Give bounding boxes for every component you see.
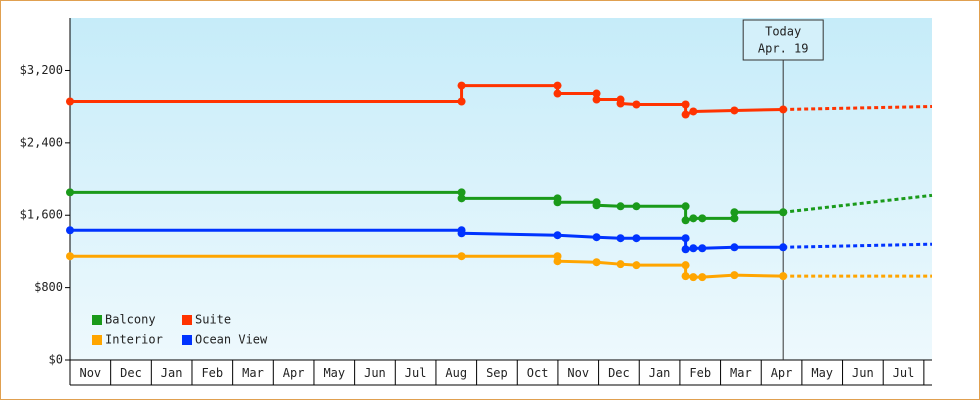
x-tick-label: Dec	[120, 366, 142, 380]
series-line	[70, 190, 784, 223]
series-point	[616, 99, 625, 108]
y-tick-label: $800	[34, 280, 63, 294]
x-tick-label: Jun	[852, 366, 874, 380]
series-point	[681, 100, 690, 109]
series-point	[553, 89, 562, 98]
x-tick-label: Mar	[730, 366, 752, 380]
today-box	[742, 19, 824, 61]
series-point	[457, 188, 466, 197]
plot-area	[70, 18, 932, 360]
series-point	[698, 244, 707, 253]
series-point	[779, 272, 788, 281]
series-point	[689, 214, 698, 223]
x-tick-label: May	[323, 366, 345, 380]
series-point	[689, 244, 698, 253]
series-point	[66, 188, 74, 197]
series-point	[681, 110, 690, 119]
x-tick-label: Jul	[405, 366, 427, 380]
series-point	[681, 272, 690, 281]
series-point	[730, 208, 739, 217]
legend-swatch	[92, 315, 102, 325]
x-tick-label: Sep	[486, 366, 508, 380]
series-point	[681, 234, 690, 243]
x-tick-label: Apr	[283, 366, 305, 380]
y-tick-label: $1,600	[20, 208, 63, 222]
x-tick-label: Nov	[79, 366, 101, 380]
series-point	[592, 201, 601, 210]
series-point	[689, 107, 698, 116]
series-point	[698, 273, 707, 282]
projection-line	[783, 193, 933, 214]
x-tick-label: Mar	[242, 366, 264, 380]
x-tick-label: May	[811, 366, 833, 380]
series-point	[779, 243, 788, 252]
series-point	[457, 194, 466, 203]
series-point	[730, 106, 739, 115]
x-tick-label: Feb	[201, 366, 223, 380]
legend-swatch	[92, 335, 102, 345]
legend-label: Ocean View	[195, 333, 268, 347]
series-point	[66, 97, 74, 106]
series-point	[616, 234, 625, 243]
series-point	[632, 100, 641, 109]
today-label: Apr. 19	[758, 42, 809, 56]
series-point	[592, 89, 601, 98]
projection-line	[783, 104, 933, 111]
series-point	[730, 271, 739, 280]
x-tick-label: Aug	[445, 366, 467, 380]
series-point	[779, 208, 788, 217]
series-point	[457, 97, 466, 106]
projection-line	[783, 242, 933, 249]
series-point	[457, 252, 466, 261]
x-tick-label: Jul	[893, 366, 915, 380]
series-point	[457, 229, 466, 238]
legend-swatch	[182, 315, 192, 325]
x-tick-label: Nov	[567, 366, 589, 380]
series-point	[457, 81, 466, 90]
series-point	[553, 81, 562, 90]
series-point	[730, 243, 739, 252]
y-tick-label: $2,400	[20, 135, 63, 149]
series-point	[616, 202, 625, 211]
series-point	[592, 233, 601, 242]
series-point	[681, 261, 690, 270]
legend-label: Suite	[195, 313, 231, 327]
legend-swatch	[182, 335, 192, 345]
legend-label: Interior	[105, 333, 163, 347]
x-tick-label: Jan	[649, 366, 671, 380]
series-point	[698, 214, 707, 223]
y-tick-label: $3,200	[20, 63, 63, 77]
series-point	[681, 202, 690, 211]
series-point	[553, 231, 562, 240]
today-label: Today	[765, 25, 801, 39]
x-tick-label: Oct	[527, 366, 549, 380]
series-point	[681, 216, 690, 225]
series-point	[681, 245, 690, 254]
series-point	[632, 261, 641, 270]
series-point	[66, 252, 74, 261]
legend-label: Balcony	[105, 313, 156, 327]
series-point	[553, 257, 562, 266]
series-point	[616, 260, 625, 269]
x-tick-label: Jun	[364, 366, 386, 380]
x-tick-label: Apr	[771, 366, 793, 380]
series-point	[689, 273, 698, 282]
series-point	[779, 105, 788, 114]
x-tick-label: Dec	[608, 366, 630, 380]
y-tick-label: $0	[49, 353, 63, 367]
series-point	[592, 95, 601, 104]
series-point	[553, 198, 562, 207]
series-point	[632, 202, 641, 211]
series-point	[66, 226, 74, 235]
x-tick-label: Feb	[689, 366, 711, 380]
series-point	[632, 234, 641, 243]
x-tick-label: Jan	[161, 366, 183, 380]
series-point	[730, 214, 739, 223]
series-point	[592, 258, 601, 267]
